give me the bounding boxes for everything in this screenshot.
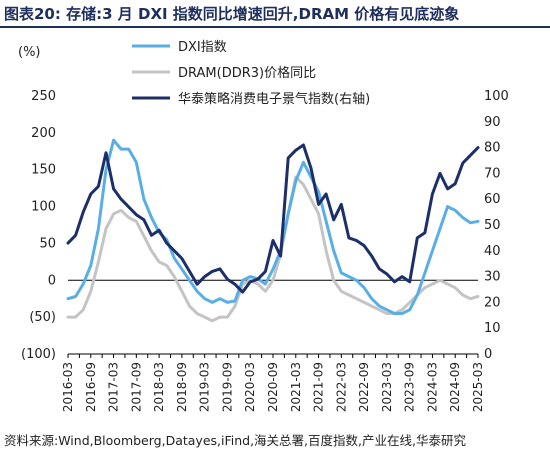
legend-label-2: 华泰策略消费电子景气指数(右轴) [178,91,370,107]
chart-title: 图表20: 存储:3 月 DXI 指数同比增速回升,DRAM 价格有见底迹象 [4,3,459,24]
legend-label-0: DXI指数 [178,40,227,55]
y-left-tick-label: (50) [29,310,56,325]
x-tick-label: 2016-09 [84,362,98,412]
x-tick-label: 2017-09 [129,362,143,412]
x-tick-label: 2016-03 [61,362,75,412]
x-tick-label: 2019-03 [198,362,212,412]
x-tick-label: 2024-03 [425,362,439,412]
series-line-2 [66,143,480,294]
x-tick-label: 2018-03 [152,362,166,412]
x-tick-label: 2022-09 [357,362,371,412]
y-right-tick-label: 20 [484,295,501,310]
x-tick-label: 2017-03 [107,362,121,412]
x-tick-label: 2018-09 [175,362,189,412]
y-right-tick-label: 30 [484,270,501,285]
y-right-tick-label: 90 [484,115,501,130]
y-left-tick-label: 150 [31,163,56,178]
x-tick-label: 2023-09 [403,362,417,412]
y-right-tick-label: 70 [484,166,501,181]
figure-label: 图表20: [4,5,61,23]
title-rule [0,26,550,28]
y-right-tick-label: 10 [484,321,501,336]
x-tick-label: 2021-09 [312,362,326,412]
legend-label-1: DRAM(DDR3)价格同比 [178,65,316,81]
title-bar: 图表20: 存储:3 月 DXI 指数同比增速回升,DRAM 价格有见底迹象 [0,0,550,26]
y-left-tick-label: 200 [31,126,56,141]
y-axis-left-unit: (%) [18,45,41,60]
x-tick-label: 2022-03 [334,362,348,412]
x-tick-label: 2023-03 [380,362,394,412]
x-tick-label: 2019-09 [220,362,234,412]
x-tick-label: 2024-09 [448,362,462,412]
y-right-tick-label: 0 [484,347,492,362]
y-left-tick-label: (100) [21,347,56,362]
y-left-tick-label: 100 [31,200,56,215]
y-right-tick-label: 50 [484,218,501,233]
series-line-0 [66,138,480,315]
y-right-tick-label: 80 [484,141,501,156]
y-left-tick-label: 0 [48,273,56,288]
figure-title: 存储:3 月 DXI 指数同比增速回升,DRAM 价格有见底迹象 [66,5,460,23]
y-left-tick-label: 250 [31,89,56,104]
y-right-tick-label: 60 [484,192,501,207]
x-tick-label: 2020-09 [266,362,280,412]
source-note: 资料来源:Wind,Bloomberg,Datayes,iFind,海关总署,百… [4,433,466,448]
x-tick-label: 2020-03 [243,362,257,412]
y-left-tick-label: 50 [39,236,56,251]
series-line-1 [66,175,480,323]
x-tick-label: 2021-03 [289,362,303,412]
x-tick-label: 2025-03 [471,362,485,412]
y-right-tick-label: 100 [484,89,509,104]
line-chart: (%)250200150100500(50)(100)1009080706050… [18,40,509,412]
y-right-tick-label: 40 [484,244,501,259]
